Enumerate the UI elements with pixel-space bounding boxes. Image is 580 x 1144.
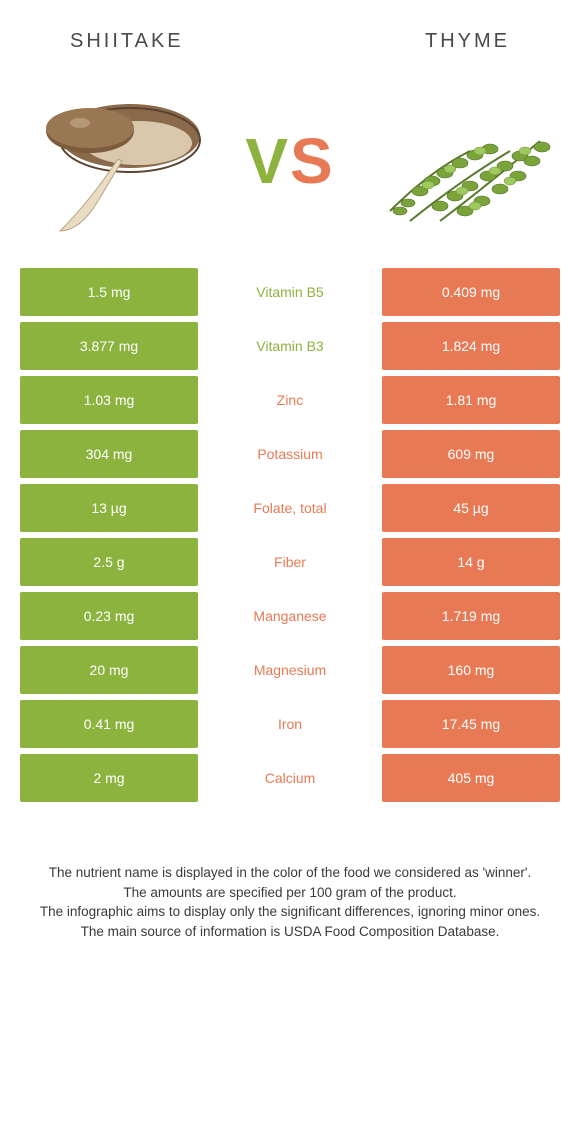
right-value: 1.81 mg xyxy=(382,376,560,424)
footer-line: The infographic aims to display only the… xyxy=(30,902,550,922)
right-value: 1.824 mg xyxy=(382,322,560,370)
shiitake-image xyxy=(20,81,210,241)
vs-v: V xyxy=(245,125,290,197)
left-food-title: SHIITAKE xyxy=(70,30,184,53)
footer-line: The amounts are specified per 100 gram o… xyxy=(30,883,550,903)
left-value: 1.5 mg xyxy=(20,268,198,316)
thyme-image xyxy=(370,81,560,241)
left-value: 2.5 g xyxy=(20,538,198,586)
left-value: 0.23 mg xyxy=(20,592,198,640)
hero: VS xyxy=(0,68,580,268)
table-row: 13 µgFolate, total45 µg xyxy=(20,484,560,532)
header: SHIITAKE THYME xyxy=(0,0,580,68)
nutrient-name: Folate, total xyxy=(198,484,382,532)
left-value: 13 µg xyxy=(20,484,198,532)
right-value: 609 mg xyxy=(382,430,560,478)
right-food-title: THYME xyxy=(425,30,510,53)
nutrient-name: Iron xyxy=(198,700,382,748)
nutrient-name: Zinc xyxy=(198,376,382,424)
table-row: 1.5 mgVitamin B50.409 mg xyxy=(20,268,560,316)
right-value: 405 mg xyxy=(382,754,560,802)
table-row: 20 mgMagnesium160 mg xyxy=(20,646,560,694)
table-row: 1.03 mgZinc1.81 mg xyxy=(20,376,560,424)
right-value: 14 g xyxy=(382,538,560,586)
nutrient-name: Vitamin B5 xyxy=(198,268,382,316)
footer-line: The nutrient name is displayed in the co… xyxy=(30,863,550,883)
right-value: 160 mg xyxy=(382,646,560,694)
nutrient-name: Vitamin B3 xyxy=(198,322,382,370)
left-value: 20 mg xyxy=(20,646,198,694)
nutrient-name: Fiber xyxy=(198,538,382,586)
table-row: 2.5 gFiber14 g xyxy=(20,538,560,586)
right-value: 45 µg xyxy=(382,484,560,532)
left-value: 3.877 mg xyxy=(20,322,198,370)
left-value: 2 mg xyxy=(20,754,198,802)
left-value: 1.03 mg xyxy=(20,376,198,424)
nutrient-name: Calcium xyxy=(198,754,382,802)
footer-line: The main source of information is USDA F… xyxy=(30,922,550,942)
table-row: 3.877 mgVitamin B31.824 mg xyxy=(20,322,560,370)
left-value: 304 mg xyxy=(20,430,198,478)
right-value: 1.719 mg xyxy=(382,592,560,640)
vs-s: S xyxy=(290,125,335,197)
table-row: 0.23 mgManganese1.719 mg xyxy=(20,592,560,640)
vs-label: VS xyxy=(245,124,334,198)
table-row: 304 mgPotassium609 mg xyxy=(20,430,560,478)
nutrient-name: Magnesium xyxy=(198,646,382,694)
footer-notes: The nutrient name is displayed in the co… xyxy=(0,808,580,941)
right-value: 17.45 mg xyxy=(382,700,560,748)
nutrient-name: Manganese xyxy=(198,592,382,640)
nutrient-name: Potassium xyxy=(198,430,382,478)
nutrient-table: 1.5 mgVitamin B50.409 mg 3.877 mgVitamin … xyxy=(0,268,580,802)
table-row: 0.41 mgIron17.45 mg xyxy=(20,700,560,748)
right-value: 0.409 mg xyxy=(382,268,560,316)
left-value: 0.41 mg xyxy=(20,700,198,748)
table-row: 2 mgCalcium405 mg xyxy=(20,754,560,802)
